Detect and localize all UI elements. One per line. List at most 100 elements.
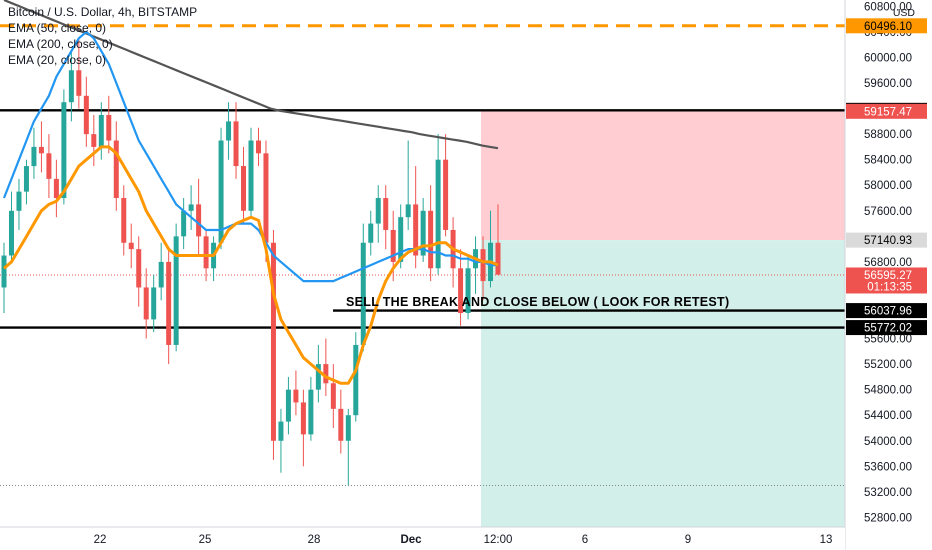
candle-body (203, 236, 209, 269)
price-tick-label: 54400.00 (864, 410, 912, 422)
candle-body (263, 153, 269, 243)
candle-body (61, 102, 67, 199)
candle-body (270, 242, 276, 441)
candle-body (98, 114, 104, 147)
time-tick-label: Dec (400, 534, 422, 546)
candle-body (46, 153, 52, 179)
ema50-legend: EMA (50, close, 0) (8, 21, 107, 35)
candle-body (330, 383, 336, 409)
candle-body (8, 210, 14, 256)
candle-body (113, 140, 119, 199)
time-tick-label: 9 (685, 534, 691, 546)
price-tick-label: 56800.00 (864, 257, 912, 269)
candle-body (353, 344, 359, 416)
price-tick-label: 55200.00 (864, 359, 912, 371)
candle-body (181, 210, 187, 237)
candle-body (158, 261, 164, 288)
candle-body (68, 70, 74, 103)
currency-label: USD (893, 7, 916, 19)
candle-body (413, 204, 419, 256)
candle-body (83, 95, 89, 135)
ema20-legend: EMA (20, close, 0) (8, 53, 107, 67)
price-label-box (846, 103, 927, 119)
candle-body (465, 268, 471, 314)
candle-body (196, 204, 202, 237)
candle-body (278, 421, 284, 441)
price-tick-label: 52800.00 (864, 512, 912, 524)
candle-body (308, 389, 314, 435)
candle-body (23, 166, 29, 192)
price-tick-label: 58800.00 (864, 129, 912, 141)
price-label-value: 57140.93 (864, 235, 912, 247)
price-tick-label: 58000.00 (864, 180, 912, 192)
candle-body (16, 191, 22, 211)
candle-body (383, 198, 389, 230)
candle-body (255, 140, 261, 154)
time-axis (0, 527, 845, 550)
price-tick-label: 53200.00 (864, 487, 912, 499)
candle-body (143, 287, 149, 320)
candle-body (188, 204, 194, 211)
candle-body (375, 198, 381, 224)
time-tick-label: 22 (94, 534, 107, 546)
price-label-box (846, 320, 927, 336)
price-tick-label: 53600.00 (864, 461, 912, 473)
price-label-value: 56037.96 (864, 306, 912, 318)
candle-body (248, 140, 254, 211)
candle-body (121, 198, 127, 243)
candle-body (420, 210, 426, 256)
price-tick-label: 60000.00 (864, 52, 912, 64)
price-label-value: 59157.47 (864, 106, 912, 118)
candle-body (53, 178, 59, 199)
time-tick-label: 28 (308, 534, 321, 546)
candle-body (226, 121, 232, 141)
chart-legend: Bitcoin / U.S. Dollar, 4h, BITSTAMP EMA … (8, 4, 197, 68)
ema20-line (3, 145, 499, 385)
candle-body (128, 242, 134, 250)
stop-loss-zone (481, 111, 845, 241)
price-tick-label: 59600.00 (864, 78, 912, 90)
annotation-text: SELL THE BREAK AND CLOSE BELOW ( LOOK FO… (346, 295, 729, 309)
candle-body (173, 236, 179, 345)
candle-body (218, 140, 224, 243)
candle-body (233, 121, 239, 167)
price-tick-label: 58400.00 (864, 155, 912, 167)
price-label-box (846, 18, 927, 34)
candle-body (398, 217, 404, 262)
time-tick-label: 6 (582, 534, 588, 546)
price-label-box (846, 232, 927, 248)
candle-body (38, 146, 44, 154)
price-tick-label: 55600.00 (864, 334, 912, 346)
candle-body (293, 389, 299, 403)
candle-body (106, 114, 112, 141)
candle-body (480, 249, 486, 282)
candle-body (495, 242, 501, 275)
candle-body (345, 415, 351, 441)
symbol-title: Bitcoin / U.S. Dollar, 4h, BITSTAMP (8, 5, 198, 19)
candle-body (323, 364, 329, 384)
candle-body (31, 146, 37, 167)
price-label-value: 56595.27 (864, 270, 912, 282)
take-profit-zone (481, 240, 845, 528)
candle-body (443, 159, 449, 230)
price-label-value: 60496.10 (864, 21, 912, 33)
ema200-line (3, 0, 499, 150)
candle-body (241, 166, 247, 211)
candle-body (76, 70, 82, 96)
candle-body (151, 287, 157, 320)
ema200-legend: EMA (200, close, 0) (8, 37, 113, 51)
candle-body (285, 389, 291, 422)
price-tick-label: 54000.00 (864, 436, 912, 448)
candle-body (91, 134, 97, 147)
price-label-value: 55772.02 (864, 323, 912, 335)
candle-body (1, 255, 7, 288)
price-tick-label: 54800.00 (864, 385, 912, 397)
price-label-box (846, 303, 927, 319)
candle-body (136, 249, 142, 288)
candle-body (435, 159, 441, 269)
candle-body (458, 268, 464, 314)
candle-body (368, 223, 374, 243)
price-label-box (846, 267, 927, 294)
candle-body (428, 210, 434, 269)
